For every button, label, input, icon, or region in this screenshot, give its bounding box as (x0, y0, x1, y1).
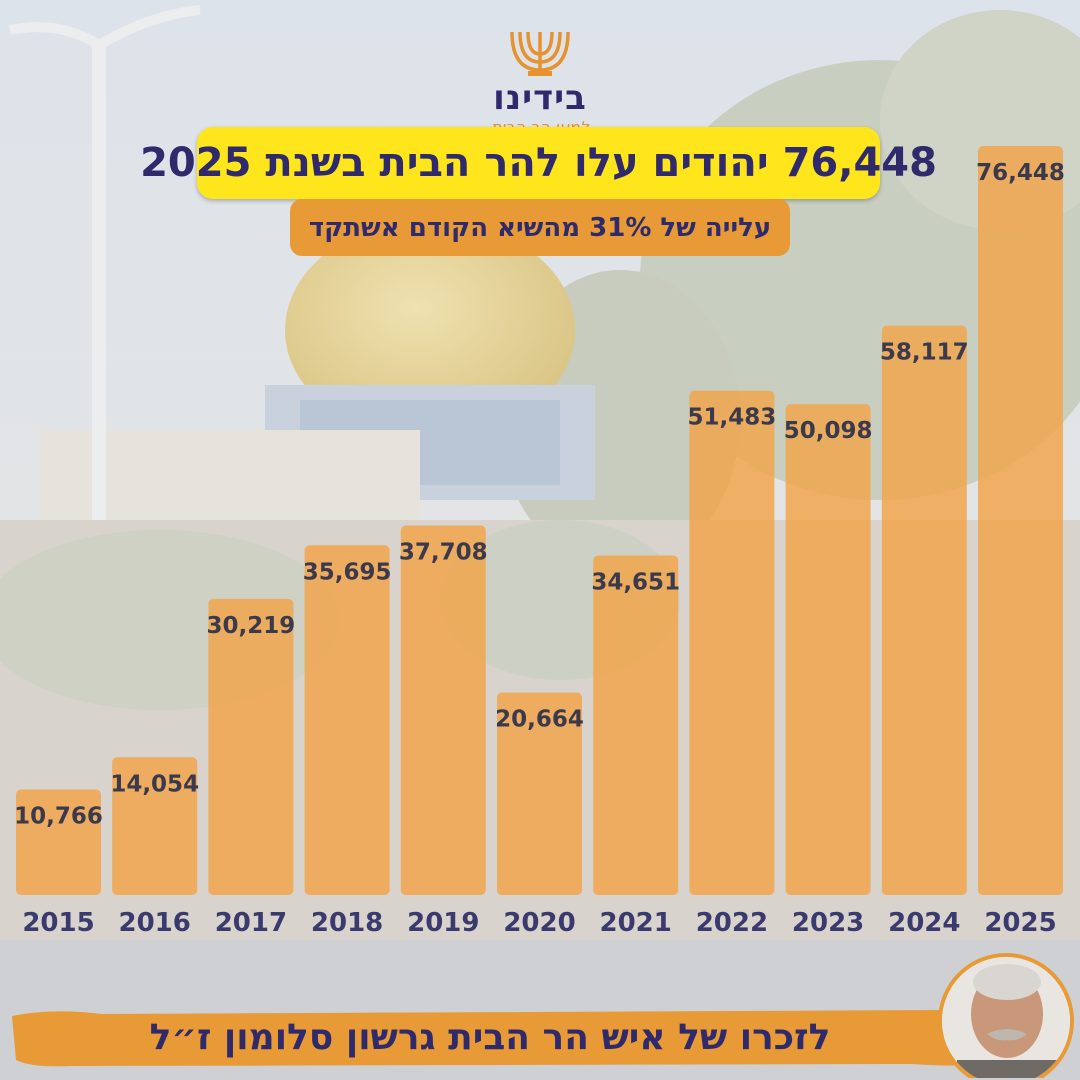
year-label-2019: 2019 (407, 908, 479, 938)
bar-2021 (593, 555, 679, 895)
year-label-2020: 2020 (503, 908, 575, 938)
logo-wordmark: בידינו (493, 78, 587, 118)
bar-2024 (881, 325, 967, 895)
year-label-2015: 2015 (22, 908, 94, 938)
bar-2018 (304, 545, 390, 895)
year-label-2025: 2025 (984, 908, 1056, 938)
bar-2017 (208, 598, 294, 895)
dedication-text: לזכרו של איש הר הבית גרשון סלומון ז״ל (149, 1016, 831, 1058)
year-label-2018: 2018 (311, 908, 383, 938)
year-label-2022: 2022 (696, 908, 768, 938)
chart-subtitle: עלייה של 31% מהשיא הקודם אשתקד (308, 212, 772, 243)
year-label-2016: 2016 (119, 908, 191, 938)
bar-2023 (785, 404, 871, 895)
title-banner: 76,448 יהודים עלו להר הבית בשנת 2025 (140, 127, 937, 199)
bar-2022 (689, 390, 775, 895)
value-label-2025: 76,448 (976, 160, 1065, 186)
value-label-2023: 50,098 (784, 418, 873, 444)
value-label-2017: 30,219 (207, 613, 296, 639)
bar-2015 (16, 789, 101, 895)
year-label-2024: 2024 (888, 908, 960, 938)
year-label-2017: 2017 (215, 908, 287, 938)
bar-2025 (978, 146, 1063, 895)
subtitle-banner: עלייה של 31% מהשיא הקודם אשתקד (290, 199, 790, 256)
bar-2019 (400, 525, 486, 895)
portrait-photo (938, 953, 1074, 1078)
year-label-2021: 2021 (600, 908, 672, 938)
value-label-2015: 10,766 (14, 804, 103, 830)
value-label-2016: 14,054 (110, 771, 199, 797)
value-label-2020: 20,664 (495, 707, 584, 733)
bar-2016 (112, 757, 198, 895)
value-label-2021: 34,651 (591, 570, 680, 596)
chart-title: 76,448 יהודים עלו להר הבית בשנת 2025 (140, 140, 937, 186)
value-label-2024: 58,117 (880, 340, 969, 366)
menorah-icon (510, 31, 570, 76)
value-label-2022: 51,483 (688, 405, 777, 431)
value-label-2018: 35,695 (303, 559, 392, 585)
bar-2020 (497, 692, 582, 895)
year-label-2023: 2023 (792, 908, 864, 938)
footer-brush-strip (12, 1010, 1012, 1067)
value-label-2019: 37,708 (399, 540, 488, 566)
